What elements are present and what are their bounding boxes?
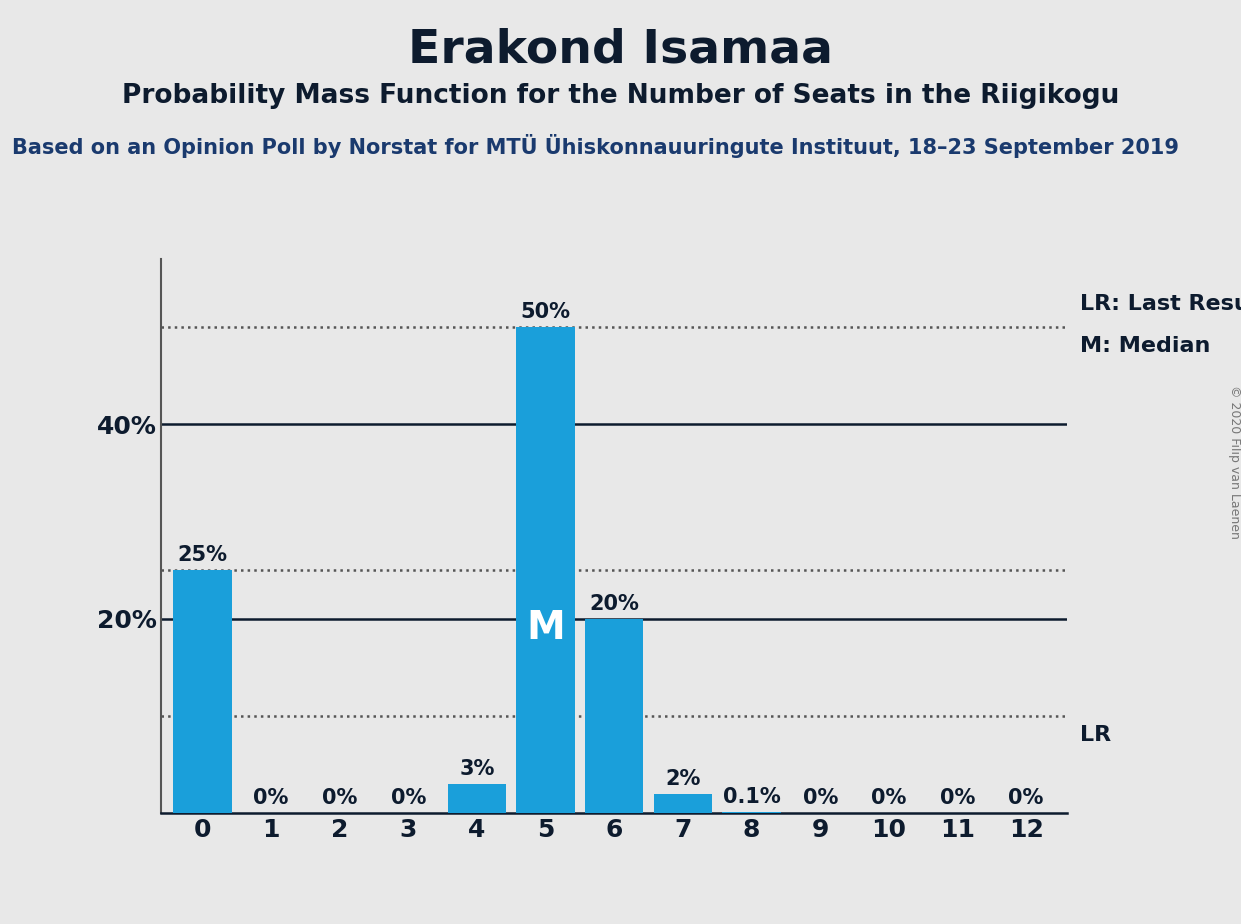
Bar <box>722 812 781 813</box>
Text: 2%: 2% <box>665 769 701 789</box>
Text: 0%: 0% <box>1009 788 1044 808</box>
Bar <box>654 794 712 813</box>
Bar <box>448 784 506 813</box>
Text: © 2020 Filip van Laenen: © 2020 Filip van Laenen <box>1229 385 1241 539</box>
Text: LR: LR <box>1080 725 1111 745</box>
Text: Erakond Isamaa: Erakond Isamaa <box>408 28 833 73</box>
Text: 0%: 0% <box>939 788 975 808</box>
Text: 50%: 50% <box>521 302 571 322</box>
Text: M: M <box>526 609 565 648</box>
Text: LR: Last Result: LR: Last Result <box>1080 294 1241 314</box>
Bar <box>516 327 575 813</box>
Text: 3%: 3% <box>459 760 495 779</box>
Text: 0%: 0% <box>323 788 357 808</box>
Text: 25%: 25% <box>177 545 227 565</box>
Text: Probability Mass Function for the Number of Seats in the Riigikogu: Probability Mass Function for the Number… <box>122 83 1119 109</box>
Text: M: Median: M: Median <box>1080 336 1210 356</box>
Text: 0%: 0% <box>803 788 838 808</box>
Bar <box>174 570 232 813</box>
Text: Based on an Opinion Poll by Norstat for MTÜ Ühiskonnauuringute Instituut, 18–23 : Based on an Opinion Poll by Norstat for … <box>12 134 1179 158</box>
Text: 0%: 0% <box>391 788 426 808</box>
Text: 20%: 20% <box>589 594 639 614</box>
Text: 0%: 0% <box>871 788 906 808</box>
Bar <box>585 618 644 813</box>
Text: 0%: 0% <box>253 788 289 808</box>
Text: 0.1%: 0.1% <box>722 787 781 808</box>
